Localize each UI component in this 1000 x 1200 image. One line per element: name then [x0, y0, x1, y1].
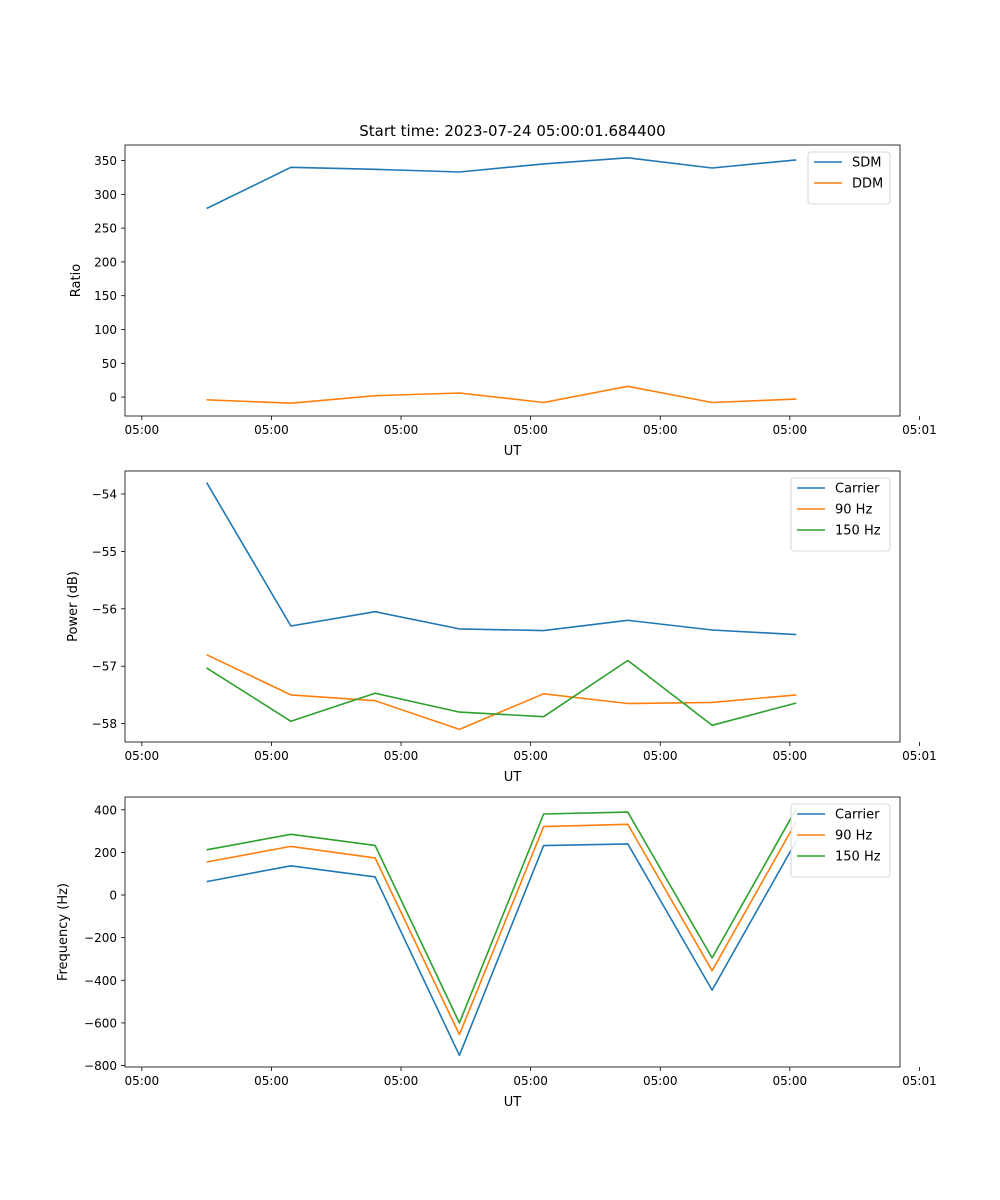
- x-axis-label: UT: [504, 1095, 522, 1110]
- y-tick-label: −200: [84, 931, 117, 945]
- y-axis-label: Frequency (Hz): [56, 883, 71, 981]
- x-tick-label: 05:00: [773, 423, 808, 437]
- y-tick-label: 0: [109, 391, 117, 405]
- y-tick-label: 300: [94, 188, 117, 202]
- legend: Carrier 90 Hz 150 Hz: [790, 803, 891, 878]
- y-tick-label: 400: [94, 803, 117, 817]
- x-tick-label: 05:01: [902, 749, 937, 763]
- series-line-carrier: [205, 482, 797, 636]
- x-tick-label: 05:00: [643, 1074, 678, 1088]
- x-tick-label: 05:00: [254, 1074, 289, 1088]
- series-line-sdm: [206, 157, 797, 210]
- legend-label-150-hz: 150 Hz: [835, 524, 881, 539]
- x-axis-label: UT: [504, 770, 522, 785]
- x-tick-label: 05:00: [513, 423, 548, 437]
- series-line-90-hz: [206, 653, 797, 731]
- legend-label-150-hz: 150 Hz: [835, 850, 881, 865]
- subplot-1: 05:00 05:00 05:00 05:00 05:00 05:00 05:01 0 50 10…: [69, 144, 937, 459]
- x-tick-label: 05:00: [773, 1074, 808, 1088]
- x-tick-label: 05:00: [384, 749, 419, 763]
- legend: Carrier 90 Hz 150 Hz: [790, 477, 891, 552]
- y-axis-label: Ratio: [69, 264, 84, 297]
- y-tick-label: −56: [92, 602, 117, 616]
- x-tick-label: 05:00: [513, 749, 548, 763]
- x-axis-label: UT: [504, 444, 522, 459]
- series-line-150-hz: [206, 808, 797, 1024]
- x-tick-label: 05:01: [902, 423, 937, 437]
- x-tick-label: 05:00: [254, 749, 289, 763]
- y-tick-label: 0: [109, 889, 117, 903]
- x-tick-label: 05:00: [384, 423, 419, 437]
- y-tick-label: 250: [94, 222, 117, 236]
- y-tick-label: −54: [92, 487, 117, 501]
- legend-label-carrier: Carrier: [835, 808, 880, 823]
- series-line-carrier: [206, 840, 797, 1057]
- series-line-ddm: [206, 385, 797, 405]
- y-tick-label: −58: [92, 717, 117, 731]
- x-tick-label: 05:00: [643, 423, 678, 437]
- axes-frame: [124, 144, 901, 417]
- legend: SDM DDM: [807, 151, 891, 205]
- y-tick-label: 50: [102, 357, 117, 371]
- legend-box: [807, 151, 891, 205]
- legend-label-90-hz: 90 Hz: [835, 503, 872, 518]
- y-tick-label: −400: [84, 974, 117, 988]
- y-tick-label: 200: [94, 255, 117, 269]
- series-line-150-hz: [206, 659, 797, 727]
- legend-label-sdm: SDM: [852, 156, 881, 171]
- x-tick-label: 05:00: [125, 1074, 160, 1088]
- x-tick-label: 05:01: [902, 1074, 937, 1088]
- subplot-2: 05:00 05:00 05:00 05:00 05:00 05:00 05:01 −58 −5…: [66, 470, 937, 785]
- x-tick-label: 05:00: [125, 423, 160, 437]
- y-tick-label: 350: [94, 154, 117, 168]
- axes-frame: [124, 796, 901, 1068]
- subplot-3: 05:00 05:00 05:00 05:00 05:00 05:00 05:01 −800 −…: [56, 796, 937, 1110]
- y-axis-label: Power (dB): [66, 571, 81, 642]
- legend-box: [790, 803, 891, 878]
- y-tick-label: 150: [94, 289, 117, 303]
- figure-title: Start time: 2023-07-24 05:00:01.684400: [359, 122, 665, 140]
- legend-label-90-hz: 90 Hz: [835, 829, 872, 844]
- y-tick-label: −800: [84, 1059, 117, 1073]
- legend-label-ddm: DDM: [852, 177, 883, 192]
- legend-label-carrier: Carrier: [835, 482, 880, 497]
- axes-frame: [124, 470, 901, 743]
- x-tick-label: 05:00: [643, 749, 678, 763]
- x-tick-label: 05:00: [125, 749, 160, 763]
- x-tick-label: 05:00: [384, 1074, 419, 1088]
- x-tick-label: 05:00: [773, 749, 808, 763]
- x-tick-label: 05:00: [254, 423, 289, 437]
- y-tick-label: −55: [92, 545, 117, 559]
- y-tick-label: 200: [94, 846, 117, 860]
- legend-box: [790, 477, 891, 552]
- y-tick-label: −57: [92, 660, 117, 674]
- y-tick-label: −600: [84, 1016, 117, 1030]
- series-line-90-hz: [206, 821, 797, 1036]
- x-tick-label: 05:00: [513, 1074, 548, 1088]
- y-tick-label: 100: [94, 323, 117, 337]
